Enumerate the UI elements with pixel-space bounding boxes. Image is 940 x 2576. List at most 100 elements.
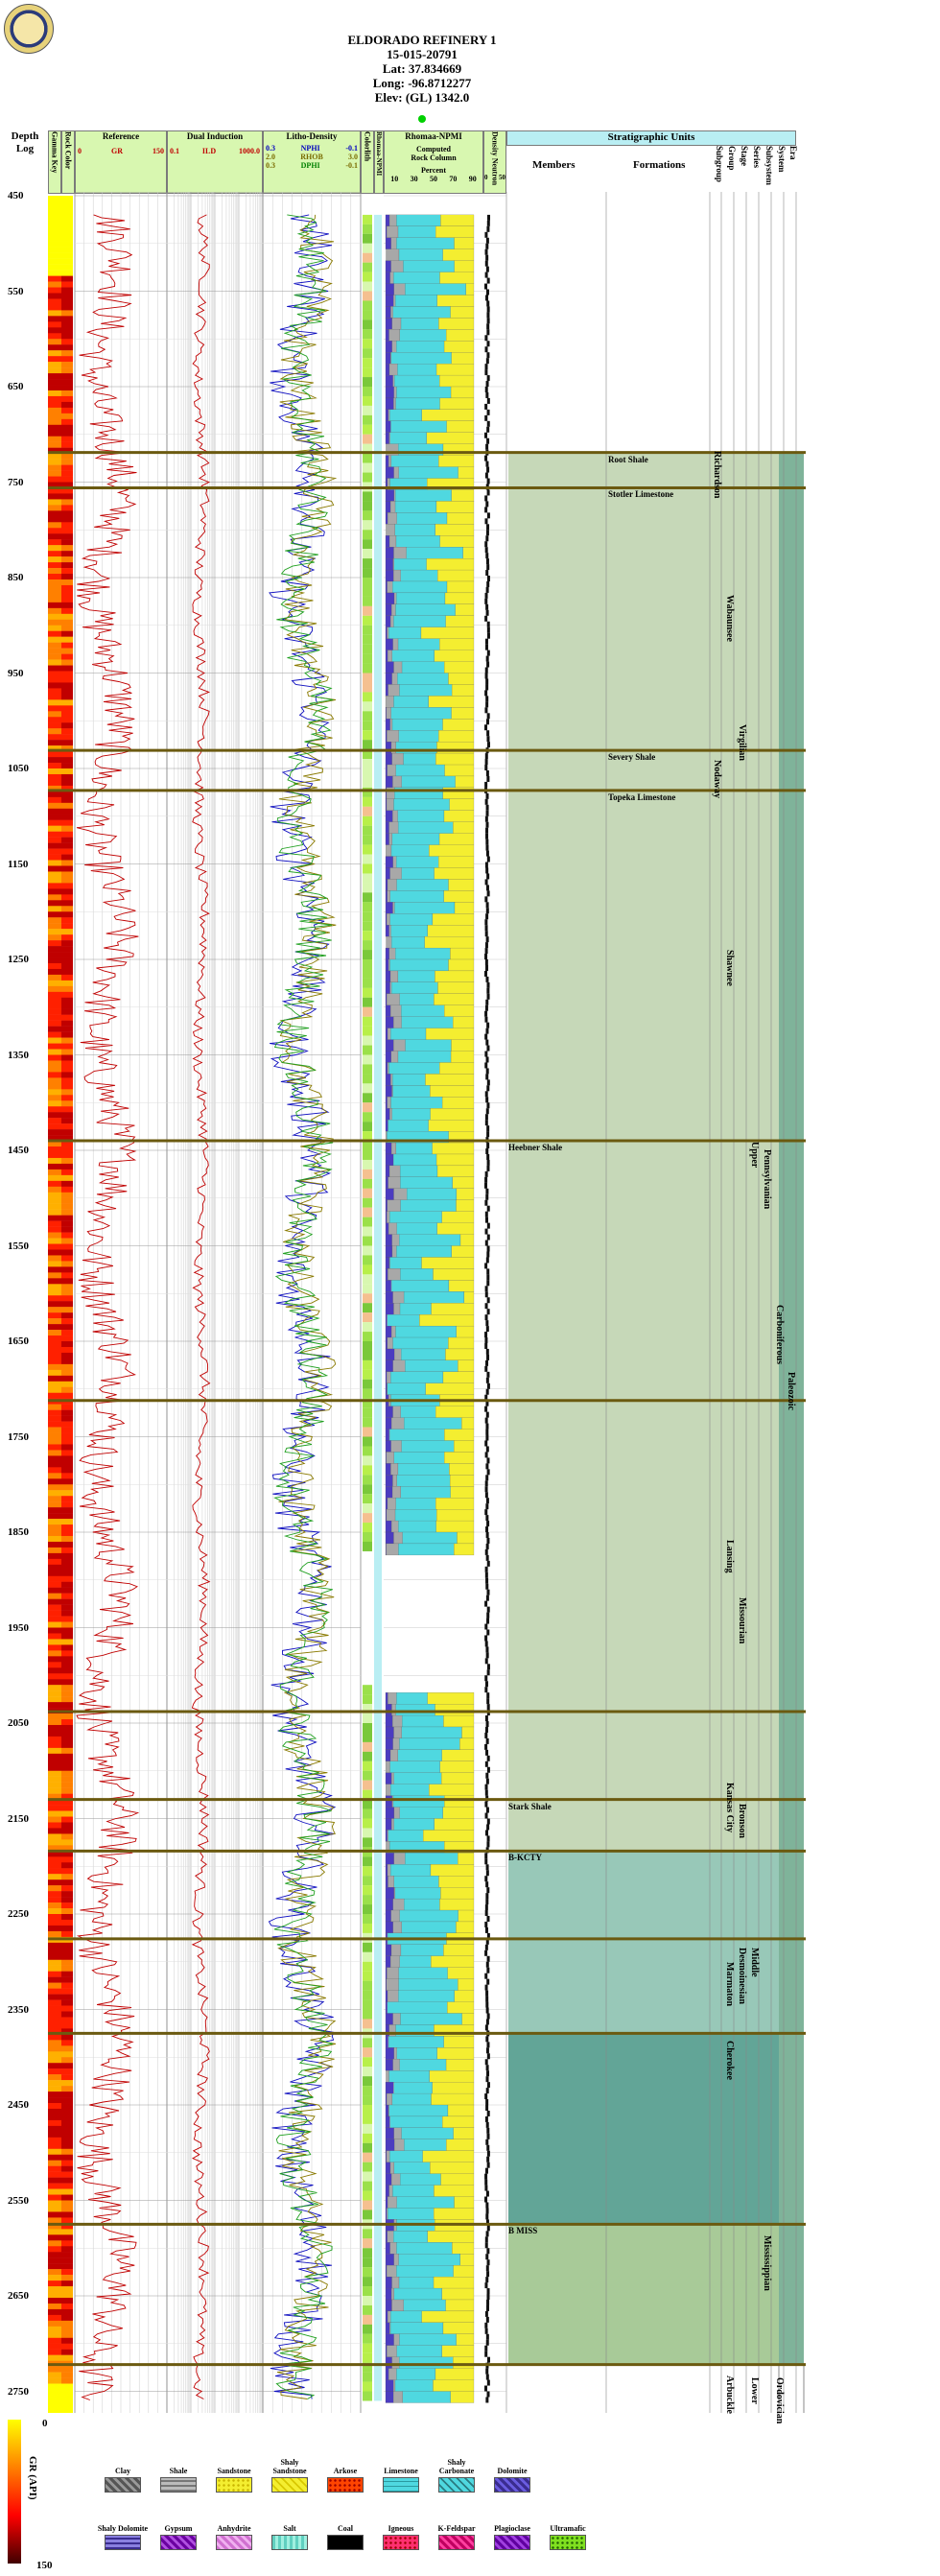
rock-color-cell [61,773,73,781]
rock-column-segment [395,1325,457,1338]
rock-color-cell [61,1805,73,1811]
colorlith-cell [363,968,372,979]
rock-column-segment [395,295,437,307]
gamma-key-cell [48,1215,61,1221]
rock-color-cell [61,1473,73,1479]
density-neutron-mark [485,1961,489,1968]
colorlith-cell [363,2009,372,2020]
colorlith-cell [363,1322,372,1333]
density-neutron-mark [486,1560,490,1567]
gamma-key-cell [48,1953,61,1960]
density-neutron-mark [486,1766,490,1773]
density-neutron-mark [484,507,488,513]
rock-color-cell [61,1564,73,1572]
density-neutron-mark [486,277,490,284]
rock-color-cell [61,671,73,677]
rock-color-cell [61,2314,73,2322]
gamma-key-cell [48,2148,61,2155]
density-neutron-mark [484,2328,488,2334]
rock-color-cell [61,934,73,941]
rock-column-segment [443,341,475,353]
legend-item: Salt [263,2514,317,2550]
density-neutron-mark [485,2065,489,2071]
rock-column-segment [439,1062,475,1075]
gamma-key-cell [48,1667,61,1674]
rock-column-segment [399,2059,447,2071]
rock-column-segment [387,2001,448,2014]
density-neutron-mark [485,701,489,708]
gamma-key-cell [48,2125,61,2133]
gamma-key-cell [48,888,61,895]
rock-column-segment [442,719,475,731]
rock-column-segment [458,1909,475,1923]
density-neutron-mark [486,489,490,496]
gamma-key-cell [48,2097,61,2104]
colorlith-cell [363,520,372,531]
density-neutron-mark [484,1761,488,1767]
rock-column-segment [385,1085,392,1098]
rock-column-segment [405,283,466,295]
rock-column-segment [392,374,395,388]
rock-column-segment [391,981,438,994]
rock-color-cell [61,327,73,334]
rock-column-segment [389,2322,391,2334]
rock-column-segment [404,1898,440,1911]
density-neutron-mark [486,1612,490,1619]
rock-color-cell [61,2286,73,2293]
nphi-curve [268,214,337,2399]
colorlith-cell [363,2286,372,2297]
density-neutron-mark [485,2007,489,2014]
rock-column-segment [399,1909,458,1923]
legend-item-label: Shaly Sandstone [272,2458,307,2475]
rock-column-segment [385,1188,394,1200]
rock-column-segment [401,1016,454,1028]
density-neutron-mark [484,1211,488,1217]
longitude: Long: -96.8712277 [372,76,472,90]
rock-column-segment [456,2333,475,2346]
rock-color-cell [61,235,73,242]
gamma-legend-top: 0 [42,2418,48,2429]
gamma-key-cell [48,539,61,546]
rock-column-segment [385,707,387,720]
gamma-key-cell [48,602,61,609]
density-neutron-mark [486,1251,490,1258]
density-neutron-mark [484,1417,488,1424]
rock-color-cell [61,1427,73,1433]
colorlith-cell [363,644,372,654]
rock-color-cell [61,1862,73,1869]
colorlith-cell [363,911,372,922]
gamma-key-cell [48,1753,61,1761]
rock-column-segment [444,764,475,777]
gamma-key-cell [48,212,61,220]
gamma-key-cell [48,2366,61,2373]
rock-color-cell [61,482,73,488]
rock-color-cell [61,1816,73,1823]
rock-color-cell [61,740,73,746]
colorlith-cell [363,539,372,550]
gamma-key-cell [48,2377,61,2384]
litho-density-header: Litho-Density 0.3 NPHI -0.1 2.0 RHOB 3.0… [263,130,361,194]
rock-column-segment [385,1509,388,1522]
rock-color-cell [61,1232,73,1239]
rock-column-segment [385,364,390,376]
density-neutron-mark [486,214,490,221]
colorlith-cell [363,759,372,769]
rock-column-segment [388,1176,401,1189]
gamma-key-cell [48,1363,61,1371]
rock-column-segment [388,1268,401,1281]
rock-color-cell [61,201,73,208]
colorlith-cell [363,568,372,579]
gamma-key-cell [48,533,61,540]
rock-color-cell [61,1238,73,1244]
density-neutron-mark [485,1411,489,1418]
rock-column-segment [388,329,400,342]
density-neutron-mark [485,1068,489,1075]
gamma-key-cell [48,906,61,912]
rock-column-segment [393,798,450,811]
rock-column-segment [388,2185,393,2197]
density-neutron-mark [486,1824,490,1831]
gamma-key-cell [48,1438,61,1445]
rock-column-segment [397,970,435,983]
rock-column-segment [385,432,389,444]
rock-color-cell [61,1467,73,1474]
